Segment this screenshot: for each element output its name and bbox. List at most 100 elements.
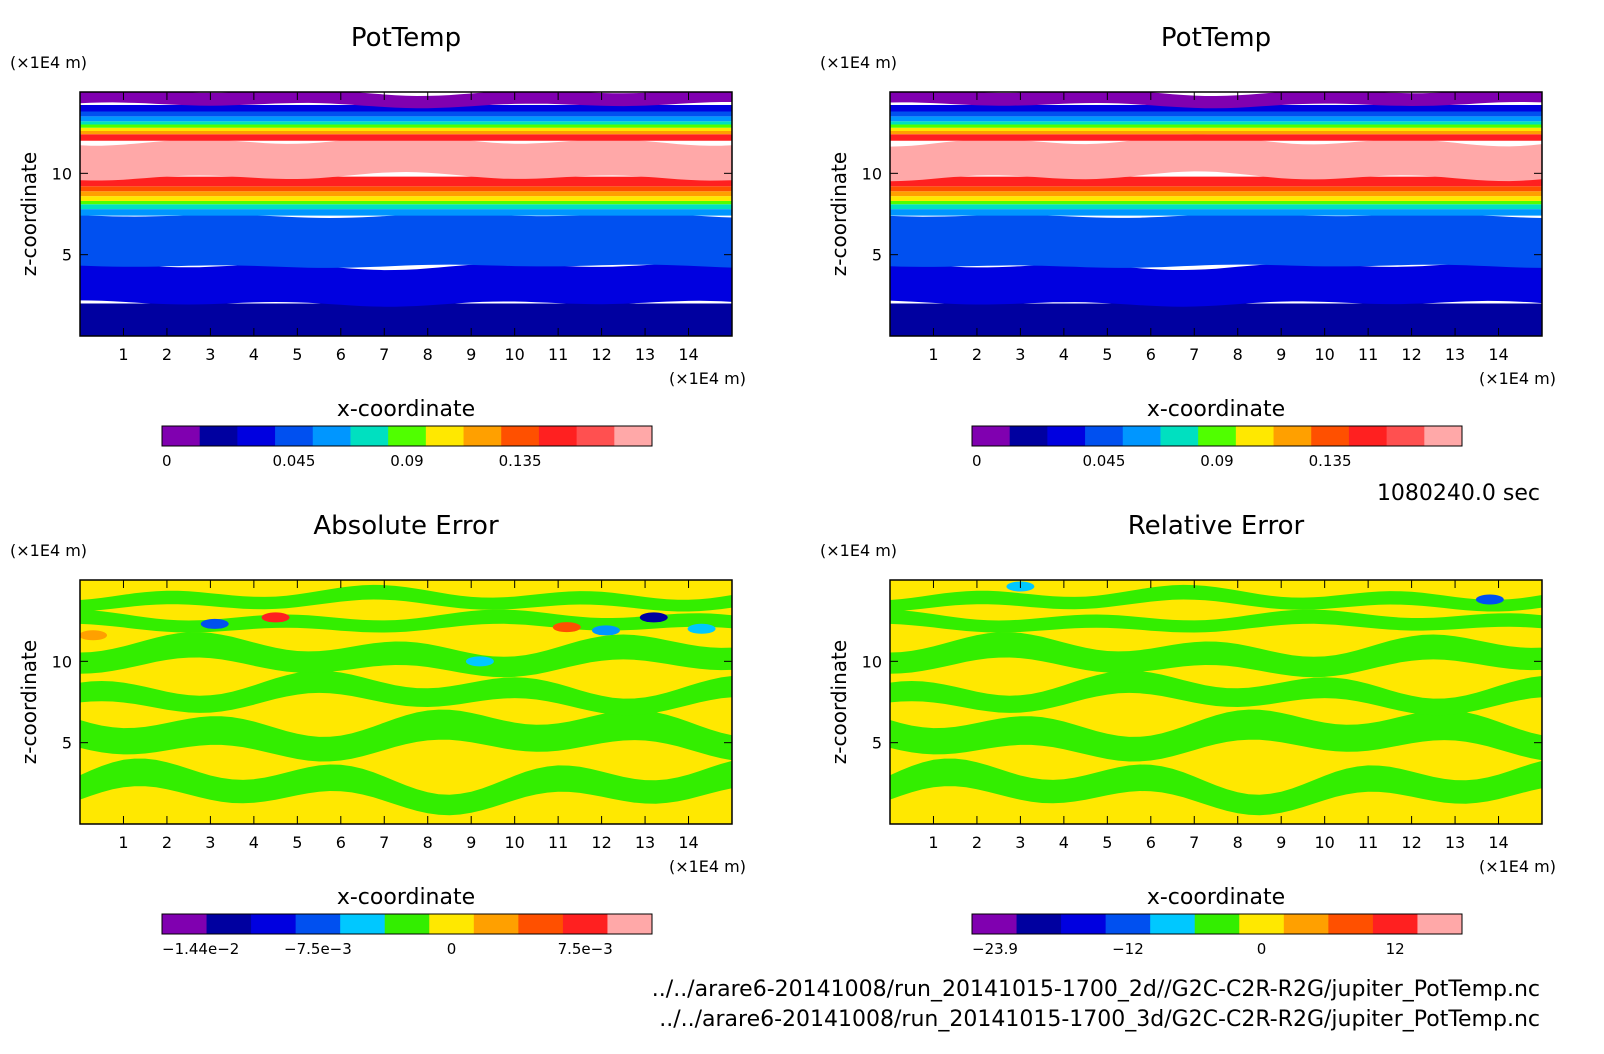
contour-band bbox=[80, 709, 732, 762]
y-tick-label: 5 bbox=[62, 734, 72, 753]
colorbar-swatch bbox=[429, 914, 475, 934]
colorbar-label: 0.045 bbox=[272, 452, 315, 470]
x-tick-label: 12 bbox=[591, 833, 611, 852]
colorbar-swatch bbox=[607, 914, 653, 934]
contour-band bbox=[80, 186, 732, 192]
contour-band bbox=[80, 262, 732, 307]
x-tick-label: 7 bbox=[379, 833, 389, 852]
plot-frame bbox=[889, 91, 1543, 337]
x-tick-label: 13 bbox=[1445, 345, 1465, 364]
y-tick-label: 10 bbox=[52, 164, 72, 183]
x-tick-label: 2 bbox=[972, 833, 982, 852]
x-tick-label: 11 bbox=[1358, 345, 1378, 364]
contour-spot bbox=[465, 656, 494, 667]
colorbar-swatch bbox=[463, 426, 502, 446]
x-tick-label: 1 bbox=[118, 833, 128, 852]
colorbar-swatch bbox=[162, 914, 208, 934]
colorbar-swatch bbox=[1009, 426, 1048, 446]
contour-band bbox=[80, 303, 732, 336]
colorbar-swatch bbox=[972, 914, 1018, 934]
colorbar-label: −7.5e−3 bbox=[284, 940, 352, 958]
x-tick-label: 3 bbox=[1015, 833, 1025, 852]
x-tick-label: 6 bbox=[1146, 345, 1156, 364]
colorbar-label: 0 bbox=[447, 940, 457, 958]
field bbox=[890, 580, 1542, 824]
contour-band bbox=[80, 191, 732, 197]
panel-title: Absolute Error bbox=[313, 511, 499, 541]
x-tick-label: 3 bbox=[205, 833, 215, 852]
x-tick-label: 1 bbox=[928, 345, 938, 364]
x-tick-label: 14 bbox=[678, 345, 698, 364]
contour-band bbox=[890, 134, 1542, 141]
contour-band bbox=[890, 204, 1542, 210]
contour-band bbox=[890, 92, 1542, 109]
x-tick-label: 13 bbox=[635, 345, 655, 364]
x-unit-label: (×1E4 m) bbox=[669, 369, 746, 388]
x-tick-label: 9 bbox=[1276, 345, 1286, 364]
plot-frame bbox=[889, 579, 1543, 825]
contour-band bbox=[80, 758, 732, 816]
contour-band bbox=[890, 124, 1542, 128]
contour-spot bbox=[80, 630, 108, 641]
colorbar-frame bbox=[161, 913, 653, 935]
x-tick-label: 11 bbox=[548, 833, 568, 852]
y-axis-label: z-coordinate bbox=[17, 640, 41, 764]
contour-band bbox=[80, 121, 732, 125]
contour-band bbox=[80, 176, 732, 187]
y-unit-label: (×1E4 m) bbox=[820, 541, 897, 560]
x-unit-label: (×1E4 m) bbox=[1479, 857, 1556, 876]
contour-spot bbox=[552, 622, 581, 633]
contour-band bbox=[890, 609, 1542, 633]
x-unit-label: (×1E4 m) bbox=[1479, 369, 1556, 388]
x-tick-label: 1 bbox=[118, 345, 128, 364]
x-tick-label: 1 bbox=[928, 833, 938, 852]
colorbar-swatch bbox=[425, 426, 465, 446]
y-tick-label: 5 bbox=[62, 246, 72, 265]
colorbar-swatch bbox=[1150, 914, 1196, 934]
x-tick-label: 2 bbox=[162, 345, 172, 364]
y-tick-label: 5 bbox=[872, 246, 882, 265]
field bbox=[80, 580, 732, 824]
file-path-1: ../../arare6-20141008/run_20141015-1700_… bbox=[652, 977, 1540, 1002]
x-tick-label: 5 bbox=[1102, 833, 1112, 852]
colorbar-swatch bbox=[295, 914, 341, 934]
colorbar-label: 0 bbox=[972, 452, 982, 470]
x-tick-label: 14 bbox=[1488, 833, 1508, 852]
y-axis-label: z-coordinate bbox=[827, 640, 851, 764]
colorbar-swatch bbox=[1372, 914, 1418, 934]
contour-spot bbox=[261, 612, 290, 623]
y-tick-label: 10 bbox=[52, 652, 72, 671]
x-tick-label: 5 bbox=[292, 345, 302, 364]
colorbar-label: 0 bbox=[1257, 940, 1267, 958]
contour-band bbox=[80, 105, 732, 112]
colorbar-swatch bbox=[388, 426, 427, 446]
colorbar-swatch bbox=[1105, 914, 1151, 934]
contour-band bbox=[890, 191, 1542, 197]
plot-frame bbox=[79, 579, 733, 825]
field bbox=[80, 92, 732, 336]
colorbar-swatch bbox=[340, 914, 386, 934]
time-label: 1080240.0 sec bbox=[1377, 481, 1540, 506]
x-tick-label: 5 bbox=[292, 833, 302, 852]
y-axis-label: z-coordinate bbox=[17, 152, 41, 276]
contour-band bbox=[890, 134, 1542, 182]
colorbar-swatch bbox=[614, 426, 653, 446]
x-tick-label: 10 bbox=[504, 833, 524, 852]
contour-band bbox=[890, 186, 1542, 192]
contour-band bbox=[80, 584, 732, 612]
contour-band bbox=[890, 127, 1542, 131]
x-tick-label: 6 bbox=[336, 345, 346, 364]
contour-band bbox=[890, 709, 1542, 762]
colorbar-swatch bbox=[1311, 426, 1350, 446]
colorbar-swatch bbox=[1085, 426, 1124, 446]
y-tick-label: 10 bbox=[862, 164, 882, 183]
colorbar-swatch bbox=[162, 426, 201, 446]
y-tick-label: 5 bbox=[872, 734, 882, 753]
contour-band bbox=[890, 213, 1542, 268]
x-tick-label: 6 bbox=[336, 833, 346, 852]
colorbar-swatch bbox=[538, 426, 578, 446]
colorbar-frame bbox=[971, 425, 1463, 447]
